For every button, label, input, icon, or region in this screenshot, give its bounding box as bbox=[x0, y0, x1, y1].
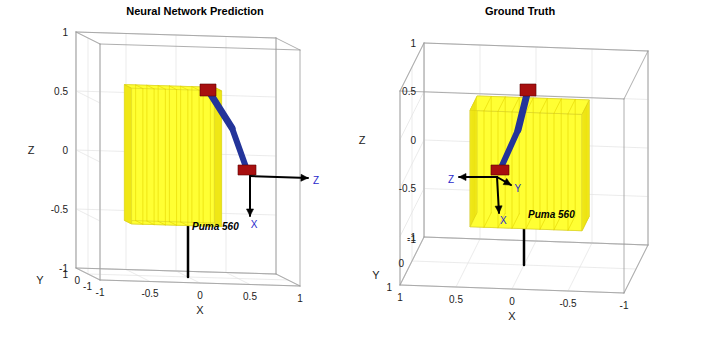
svg-text:1: 1 bbox=[62, 269, 68, 280]
svg-text:-0.5: -0.5 bbox=[399, 183, 417, 194]
svg-text:Z: Z bbox=[359, 134, 366, 146]
svg-text:X: X bbox=[251, 219, 258, 230]
svg-text:Ground Truth: Ground Truth bbox=[485, 5, 556, 17]
svg-text:-1: -1 bbox=[407, 234, 416, 245]
svg-text:-1: -1 bbox=[620, 300, 629, 311]
svg-text:-0.5: -0.5 bbox=[51, 204, 69, 215]
svg-text:-0.5: -0.5 bbox=[559, 298, 577, 309]
svg-text:X: X bbox=[500, 215, 507, 226]
svg-text:Y: Y bbox=[372, 269, 380, 281]
svg-text:-0.5: -0.5 bbox=[141, 288, 159, 299]
svg-text:Z: Z bbox=[28, 144, 35, 156]
svg-text:Y: Y bbox=[515, 183, 522, 194]
svg-text:0.5: 0.5 bbox=[402, 86, 416, 97]
svg-text:Puma 560: Puma 560 bbox=[528, 209, 575, 220]
svg-text:X: X bbox=[508, 310, 516, 322]
svg-text:0: 0 bbox=[62, 145, 68, 156]
svg-text:0: 0 bbox=[197, 290, 203, 301]
svg-text:1: 1 bbox=[410, 38, 416, 49]
svg-text:Y: Y bbox=[36, 274, 44, 286]
svg-text:X: X bbox=[196, 304, 204, 316]
svg-text:0.5: 0.5 bbox=[243, 291, 257, 302]
svg-text:-1: -1 bbox=[96, 287, 105, 298]
svg-text:Neural Network Prediction: Neural Network Prediction bbox=[126, 5, 264, 17]
svg-text:1: 1 bbox=[297, 293, 303, 304]
svg-text:Puma 560: Puma 560 bbox=[192, 221, 239, 232]
svg-text:1: 1 bbox=[386, 282, 392, 293]
svg-text:0: 0 bbox=[74, 275, 80, 286]
svg-text:0: 0 bbox=[410, 135, 416, 146]
svg-text:0.5: 0.5 bbox=[449, 294, 463, 305]
svg-text:0.5: 0.5 bbox=[54, 86, 68, 97]
svg-text:0: 0 bbox=[398, 258, 404, 269]
svg-text:Z: Z bbox=[448, 174, 454, 185]
svg-text:1: 1 bbox=[397, 292, 403, 303]
svg-text:-1: -1 bbox=[83, 281, 92, 292]
svg-text:0: 0 bbox=[509, 296, 515, 307]
svg-text:1: 1 bbox=[62, 27, 68, 38]
svg-text:Z: Z bbox=[313, 175, 319, 186]
